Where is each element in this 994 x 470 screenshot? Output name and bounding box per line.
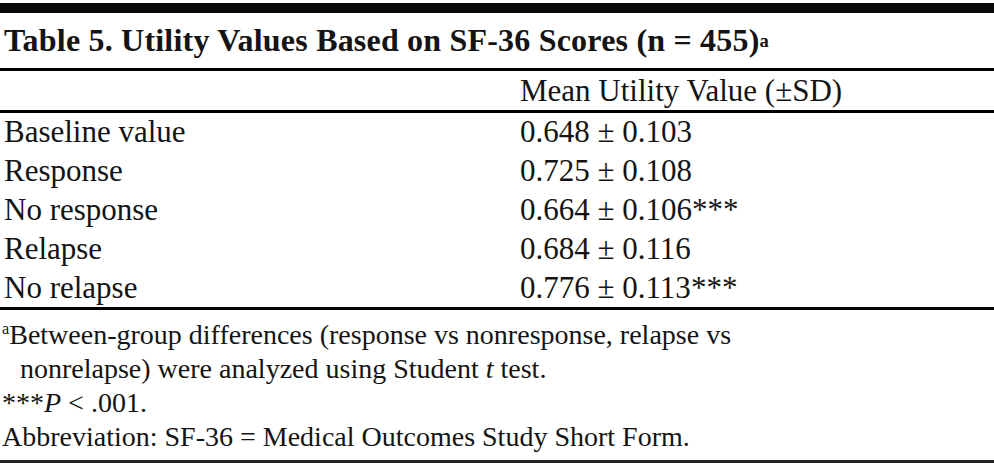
footnote-a-line2: nonrelapse) were analyzed using Student …: [2, 352, 994, 386]
significance-stars: ***: [2, 387, 44, 418]
table-body: Baseline value 0.648 ± 0.103 Response 0.…: [0, 113, 994, 310]
table-row: Response 0.725 ± 0.108: [0, 152, 994, 191]
row-label: No response: [0, 192, 477, 228]
row-value-cell: 0.684 ± 0.116: [477, 231, 994, 267]
footnote-a-text-line2-end: test.: [494, 353, 547, 384]
p-value-threshold: < .001.: [61, 387, 147, 418]
row-value-cell: 0.776 ± 0.113***: [477, 270, 994, 306]
footnote-a-text-line2: nonrelapse) were analyzed using Student: [20, 353, 486, 384]
value-column-header-cell: Mean Utility Value (±SD): [520, 73, 994, 109]
value-column-header: Mean Utility Value (±SD): [520, 73, 842, 108]
column-header-row: Mean Utility Value (±SD): [0, 71, 994, 113]
row-label: Relapse: [0, 231, 477, 267]
table-footnotes: aBetween-group differences (response vs …: [0, 310, 994, 454]
row-value-cell: 0.648 ± 0.103: [477, 114, 994, 150]
row-label: No relapse: [0, 270, 477, 306]
row-value: 0.725 ± 0.108: [520, 153, 692, 188]
significance-marker: ***: [692, 192, 739, 227]
bottom-rule-bar: [0, 460, 994, 463]
student-t-italic: t: [486, 353, 494, 384]
table-row: Baseline value 0.648 ± 0.103: [0, 113, 994, 152]
footnote-a-line1: aBetween-group differences (response vs …: [2, 318, 994, 352]
row-label: Baseline value: [0, 114, 477, 150]
top-rule-bar: [0, 3, 994, 13]
row-value: 0.684 ± 0.116: [520, 231, 691, 266]
row-value-cell: 0.725 ± 0.108: [477, 153, 994, 189]
footnote-significance: ***P < .001.: [2, 386, 994, 420]
footnote-a-text-line1: Between-group differences (response vs n…: [9, 319, 731, 350]
row-value: 0.776 ± 0.113: [520, 270, 691, 305]
row-value: 0.648 ± 0.103: [520, 114, 692, 149]
footnote-abbreviation: Abbreviation: SF-36 = Medical Outcomes S…: [2, 420, 994, 454]
row-value: 0.664 ± 0.106: [520, 192, 692, 227]
table-title-text: Table 5. Utility Values Based on SF-36 S…: [4, 22, 760, 59]
table-row: No relapse 0.776 ± 0.113***: [0, 268, 994, 307]
table-row: Relapse 0.684 ± 0.116: [0, 229, 994, 268]
table-title: Table 5. Utility Values Based on SF-36 S…: [0, 13, 994, 71]
row-label: Response: [0, 153, 477, 189]
table-row: No response 0.664 ± 0.106***: [0, 191, 994, 230]
significance-marker: ***: [691, 270, 738, 305]
journal-table-figure: Table 5. Utility Values Based on SF-36 S…: [0, 0, 994, 470]
row-value-cell: 0.664 ± 0.106***: [477, 192, 994, 228]
p-value-symbol-italic: P: [44, 387, 61, 418]
